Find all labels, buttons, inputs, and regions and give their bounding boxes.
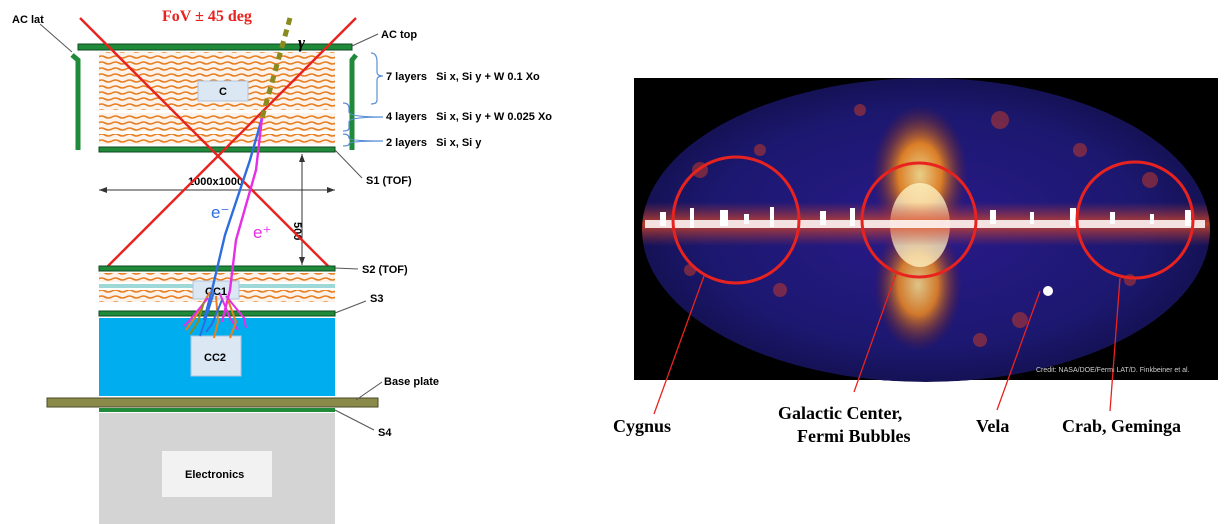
sky-map: Credit: NASA/DOE/Fermi LAT/D. Finkbeiner…: [613, 78, 1218, 446]
electron-label: e⁻: [211, 203, 229, 222]
electron-track: [202, 117, 264, 321]
cygnus-circle: [671, 155, 801, 285]
cc2-label: CC2: [204, 352, 226, 364]
source-patches: [660, 207, 1191, 296]
vela-label: Vela: [976, 416, 1009, 436]
bracket-7-layers: [370, 52, 384, 105]
tracker-layers-lower: [99, 134, 335, 144]
galactic-center-label: Galactic Center,: [778, 403, 902, 423]
converter-box: [197, 80, 249, 102]
fov-line-left: [79, 17, 331, 269]
layers-4-label: 4 layers Si x, Si y + W 0.025 Xo: [386, 111, 552, 123]
galactic-center-circle: [860, 161, 978, 279]
distance-arrow-top: [299, 154, 305, 162]
layers-2-label: 2 layers Si x, Si y: [386, 137, 482, 149]
s4-label: S4: [378, 427, 392, 439]
detector-diagram: C 1000x1000 500 FoV ± 45 deg γ CC1 CC2: [12, 8, 552, 524]
s2-label: S2 (TOF): [362, 264, 408, 276]
galactic-center-leader: [853, 273, 897, 393]
fov-line-right: [105, 17, 357, 269]
layers-7-label: 7 layers Si x, Si y + W 0.1 Xo: [386, 71, 540, 83]
s1-leader: [334, 149, 363, 179]
gamma-label: γ: [298, 33, 306, 52]
fermi-bubbles-label: Fermi Bubbles: [797, 426, 911, 446]
cc1-layers-top: [99, 273, 335, 282]
distance-arrow-bottom: [299, 257, 305, 265]
bracket-2-layers: [342, 133, 384, 147]
size-label: 1000x1000: [188, 176, 243, 188]
cygnus-label: Cygnus: [613, 416, 671, 436]
s2-leader: [334, 267, 359, 270]
electronics-box: [162, 451, 272, 497]
positron-label: e⁺: [253, 223, 271, 242]
tracker-layers-middle: [99, 113, 335, 131]
s1-label: S1 (TOF): [366, 175, 412, 187]
galactic-plane: [645, 220, 1205, 228]
ac-lat-label: AC lat: [12, 14, 44, 26]
base-plate-leader: [355, 381, 383, 401]
red-noise-patches: [684, 104, 1158, 347]
ac-lat-left-wall: [70, 53, 81, 150]
fov-label: FoV ± 45 deg: [162, 8, 252, 25]
ac-top-label: AC top: [381, 29, 417, 41]
s3-label: S3: [370, 293, 383, 305]
shower-tracks: [183, 291, 247, 339]
size-arrow-right: [327, 187, 335, 193]
cc2-box: [190, 335, 242, 377]
size-arrow-left: [99, 187, 107, 193]
s1-plate: [98, 146, 336, 153]
cygnus-leader: [653, 275, 705, 415]
s4-leader: [334, 409, 375, 431]
base-plate: [46, 397, 379, 408]
vela-leader: [996, 290, 1041, 411]
ac-lat-leader: [39, 23, 73, 53]
crab-geminga-label: Crab, Geminga: [1062, 416, 1181, 436]
s4-plate: [99, 408, 335, 412]
electronics-label: Electronics: [185, 469, 244, 481]
ac-top-plate: [77, 43, 353, 51]
distance-label: 500: [291, 222, 303, 240]
ac-top-leader: [351, 33, 379, 47]
converter-label: C: [219, 86, 227, 98]
bracket-4-layers: [342, 102, 384, 132]
base-plate-label: Base plate: [384, 376, 439, 388]
ac-lat-right-wall: [349, 53, 358, 150]
crab-geminga-circle: [1075, 160, 1195, 280]
s3-leader: [334, 300, 367, 314]
gamma-track: [259, 17, 293, 119]
crab-geminga-leader: [1109, 277, 1121, 412]
